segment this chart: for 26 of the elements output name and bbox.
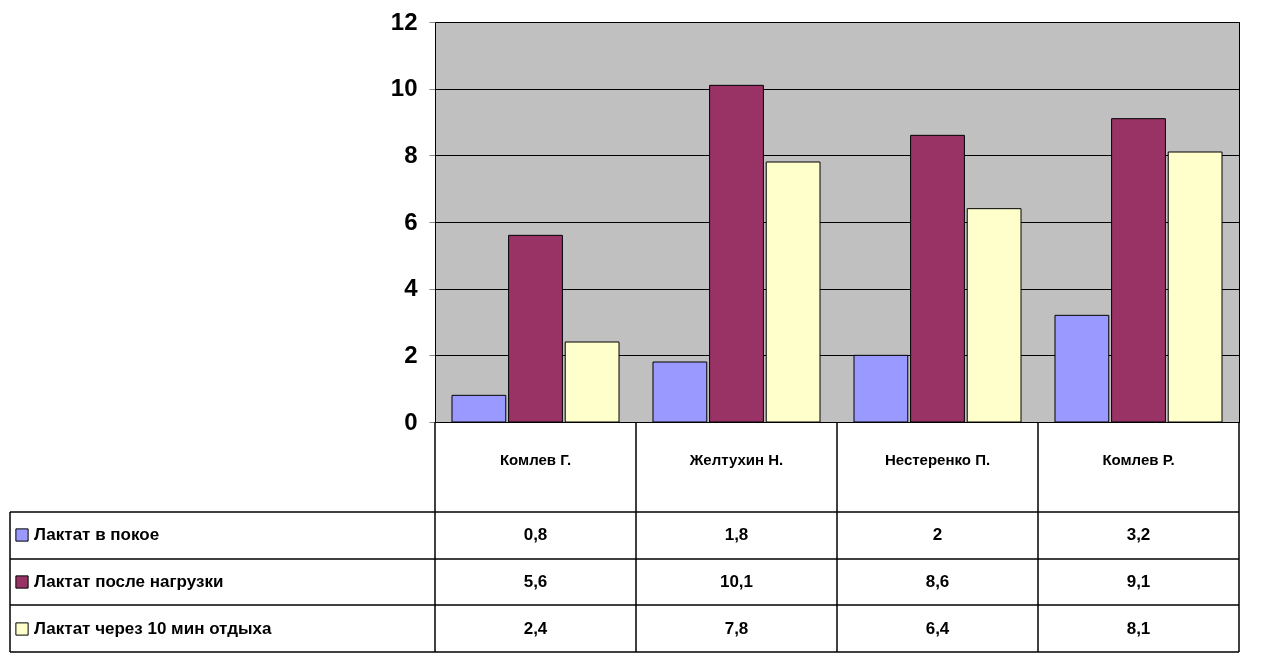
data-label: 5,6 xyxy=(523,572,548,591)
data-label: 8,6 xyxy=(925,572,950,591)
data-label: 7,8 xyxy=(724,619,749,638)
y-tick-label: 0 xyxy=(404,407,418,435)
legend-label: Лактат через 10 мин отдыха xyxy=(34,619,272,638)
x-tick-label: Комлев Г. xyxy=(499,450,572,468)
data-label: 6,4 xyxy=(925,619,950,638)
y-tick-label: 10 xyxy=(390,74,418,102)
legend-label: Лактат в покое xyxy=(34,525,160,544)
x-tick-label: Комлев Р. xyxy=(1102,450,1175,468)
y-tick-label: 12 xyxy=(390,7,418,35)
data-label: 1,8 xyxy=(724,525,749,544)
x-tick-label: Нестеренко П. xyxy=(884,450,991,468)
y-tick-label: 8 xyxy=(404,140,418,168)
y-tick-label: 2 xyxy=(404,340,418,368)
data-label: 3,2 xyxy=(1126,525,1151,544)
data-label: 8,1 xyxy=(1126,619,1151,638)
data-label: 9,1 xyxy=(1126,572,1151,591)
x-tick-label: Желтухин Н. xyxy=(688,450,784,468)
y-tick-label: 4 xyxy=(404,274,419,302)
data-label: 2 xyxy=(932,525,943,544)
data-label: 2,4 xyxy=(523,619,548,638)
data-label: 10,1 xyxy=(719,572,754,591)
y-tick-label: 6 xyxy=(404,207,418,235)
data-label: 0,8 xyxy=(523,525,548,544)
legend-label: Лактат после нагрузки xyxy=(34,572,224,591)
